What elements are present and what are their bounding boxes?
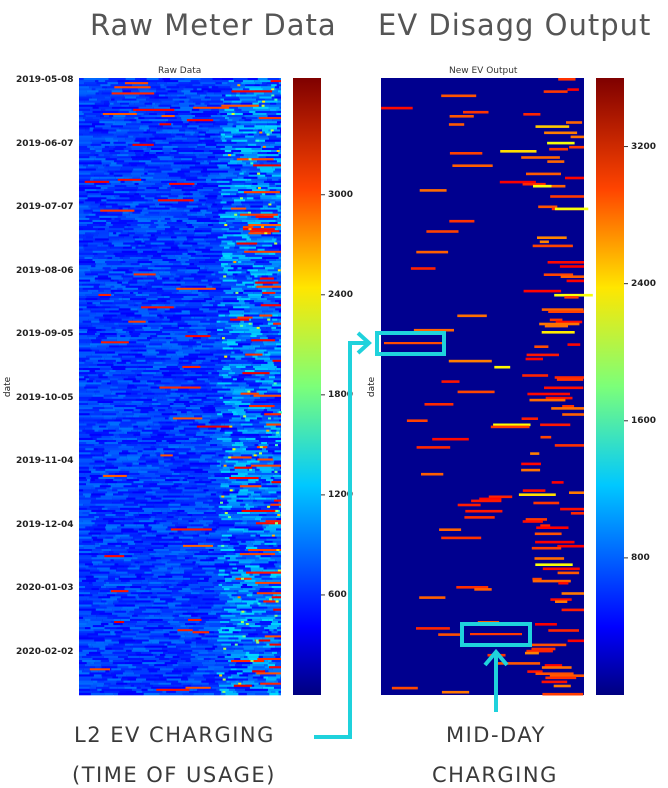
date-tick-2020-01-03: 2020-01-03 bbox=[16, 583, 74, 593]
raw-meter-data-title: Raw Meter Data bbox=[90, 8, 337, 42]
date-tick-2020-02-02: 2020-02-02 bbox=[16, 646, 74, 657]
colorbar-tick-800: 800 bbox=[631, 552, 650, 563]
date-tick-2019-08-06: 2019-08-06 bbox=[16, 265, 74, 276]
midday-label-line2: CHARGING bbox=[432, 763, 558, 787]
l2-charging-highlight-box bbox=[375, 331, 446, 356]
date-tick-2019-11-04: 2019-11-04 bbox=[16, 456, 74, 466]
date-tick-2019-09-05: 2019-09-05 bbox=[16, 329, 74, 339]
l2-arrow-line bbox=[314, 341, 368, 739]
ev-disagg-output-title: EV Disagg Output bbox=[378, 8, 652, 42]
colorbar-tick-2400: 2400 bbox=[631, 278, 657, 289]
midday-label-line1: MID-DAY bbox=[446, 723, 546, 747]
midday-arrow-head bbox=[483, 648, 509, 667]
l2-arrow-head bbox=[356, 331, 372, 355]
colorbar-tick-600: 600 bbox=[328, 589, 347, 600]
colorbar-tick-1200: 1200 bbox=[328, 489, 354, 500]
colorbar-tick-marks bbox=[321, 146, 628, 596]
midday-charging-highlight-box bbox=[460, 622, 532, 647]
colorbar-tick-2400: 2400 bbox=[328, 289, 354, 300]
date-tick-2019-12-04: 2019-12-04 bbox=[16, 519, 74, 530]
l2-charging-label-line1: L2 EV CHARGING bbox=[74, 723, 275, 747]
colorbar-tick-1800: 1800 bbox=[328, 389, 354, 400]
date-tick-2019-06-07: 2019-06-07 bbox=[16, 138, 74, 149]
raw-data-heatmap bbox=[79, 78, 282, 696]
ev-colorbar bbox=[596, 78, 624, 695]
raw-data-chart-title: Raw Data bbox=[158, 66, 202, 76]
ev-output-heatmap bbox=[381, 78, 593, 696]
l2-charging-label-line2: (TIME OF USAGE) bbox=[72, 763, 276, 787]
raw-colorbar bbox=[293, 78, 321, 695]
colorbar-tick-3000: 3000 bbox=[328, 189, 354, 200]
colorbar-tick-3200: 3200 bbox=[631, 141, 657, 152]
ev-output-chart-title: New EV Output bbox=[449, 66, 518, 76]
date-tick-2019-10-05: 2019-10-05 bbox=[16, 392, 74, 403]
date-tick-2019-05-08: 2019-05-08 bbox=[16, 75, 74, 85]
date-tick-2019-07-07: 2019-07-07 bbox=[16, 202, 74, 212]
colorbar-tick-1600: 1600 bbox=[631, 415, 657, 426]
